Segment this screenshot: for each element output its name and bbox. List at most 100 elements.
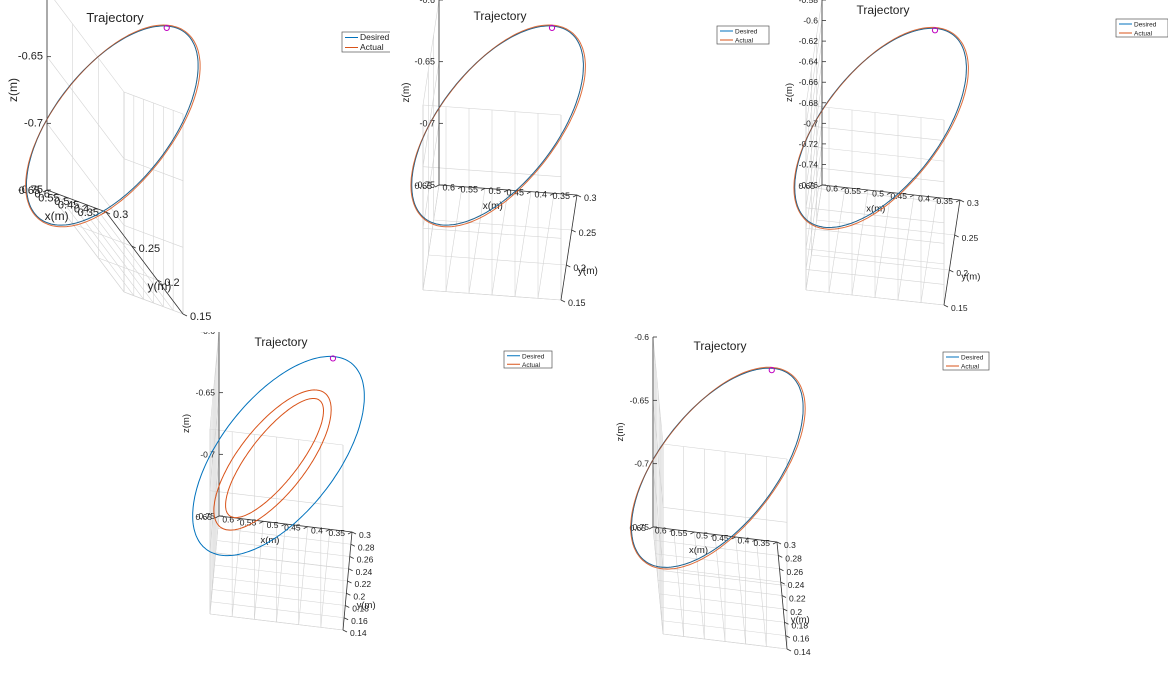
y-tick-label: 0.22 [789,594,806,604]
y-tick [781,595,787,598]
grid-line [805,145,945,162]
x-tick [955,199,961,203]
grid-line [211,601,345,619]
x-tick [932,197,938,200]
y-tick [346,592,351,596]
z-tick-label: -0.66 [799,77,819,87]
grid-line [56,193,135,296]
grid-line [652,336,664,445]
grid-line [123,291,184,315]
grid-line [805,186,945,203]
grid-line [209,613,344,631]
grid-line [655,553,780,570]
z-tick-label: -0.65 [630,395,650,405]
grid-line [805,269,945,285]
y-tick-label: 0.26 [357,555,374,565]
grid-line [46,56,125,159]
start-marker [931,27,939,34]
z-tick-label: -0.65 [18,51,43,63]
x-tick [669,529,674,532]
x-tick-label: 0.65 [798,181,815,191]
y-axis-line [560,194,578,301]
grid-line [86,204,164,307]
x-tick-label: 0.65 [629,523,646,533]
x-tick-label: 0.4 [74,203,89,215]
y-tick-label: 0.3 [113,209,128,221]
z-tick-label: -0.75 [196,511,216,521]
grid-line [66,197,144,300]
x-tick [648,526,654,530]
grid-line [445,186,463,292]
y-tick [182,313,188,317]
grid-line [662,633,788,650]
y-axis-label: y(m) [357,600,376,611]
x-tick-label: 0.65 [195,512,212,522]
x-tick-label: 0.55 [844,186,861,196]
y-axis-line [105,211,184,315]
y-tick-label: 0.3 [967,198,979,208]
x-axis-label: x(m) [689,545,708,556]
grid-line [46,189,125,293]
y-tick-label: 0.3 [784,540,796,550]
series-overlap-line [631,367,804,568]
grid-line [95,208,174,311]
y-axis-line [943,199,961,306]
z-tick-label: -0.75 [414,180,435,190]
grid-line [805,207,945,224]
x-tick-label: 0.55 [460,184,478,194]
series-line-desired [192,355,365,557]
x-axis-label: x(m) [260,535,279,546]
grid-line [851,189,869,296]
y-tick-label: 0.25 [139,243,160,255]
x-tick [863,189,869,193]
x-axis-label: x(m) [45,209,69,223]
y-tick-label: 0.2 [353,591,365,601]
start-marker [329,355,337,362]
z-tick-label: -0.64 [799,57,819,67]
grid-line [661,620,786,636]
x-tick-label: 0.45 [712,533,729,543]
y-tick [571,229,576,233]
y-tick [959,199,965,203]
x-tick [281,523,286,527]
grid-line [209,428,344,446]
x-tick [52,193,58,197]
start-marker [163,24,170,32]
x-tick-label: 0.6 [655,526,667,536]
x-tick-label: 0.35 [328,528,345,538]
y-tick-label: 0.2 [164,277,179,289]
grid-line [805,82,823,188]
grid-line [805,125,945,141]
z-axis-label: z(m) [401,83,412,103]
y-tick [345,605,350,608]
y-tick [560,299,566,303]
grid-line [468,188,486,294]
x-tick [526,191,532,195]
z-axis-label: z(m) [615,423,626,442]
y-axis-label: y(m) [791,614,810,625]
grid-line [422,289,562,301]
y-tick [776,541,782,545]
z-tick-label: -0.74 [799,159,819,169]
grid-line [805,102,823,208]
grid-line [660,606,785,623]
x-tick-label: 0.6 [222,515,234,525]
chart-title: Trajectory [857,3,910,17]
grid-line [98,257,158,281]
start-marker [768,367,775,374]
x-tick-label: 0.4 [918,194,930,204]
x-tick [214,515,220,519]
grid-line [123,158,184,181]
x-tick [434,184,440,188]
y-tick [348,568,353,572]
grid-line [652,400,664,508]
y-tick-label: 0.3 [584,193,597,203]
x-tick-label: 0.65 [19,185,40,197]
y-tick-label: 0.24 [356,567,373,577]
x-tick [72,200,77,204]
series-line-actual [213,389,332,531]
trajectory-plot-3: 0.65 0.6 0.55 0.5 0.45 0.4 0.35 0.15 0.2 0.25 0.3 -… [784,0,1168,313]
x-tick [731,536,736,540]
legend-entry: Desired [522,353,545,360]
grid-line [422,123,440,229]
